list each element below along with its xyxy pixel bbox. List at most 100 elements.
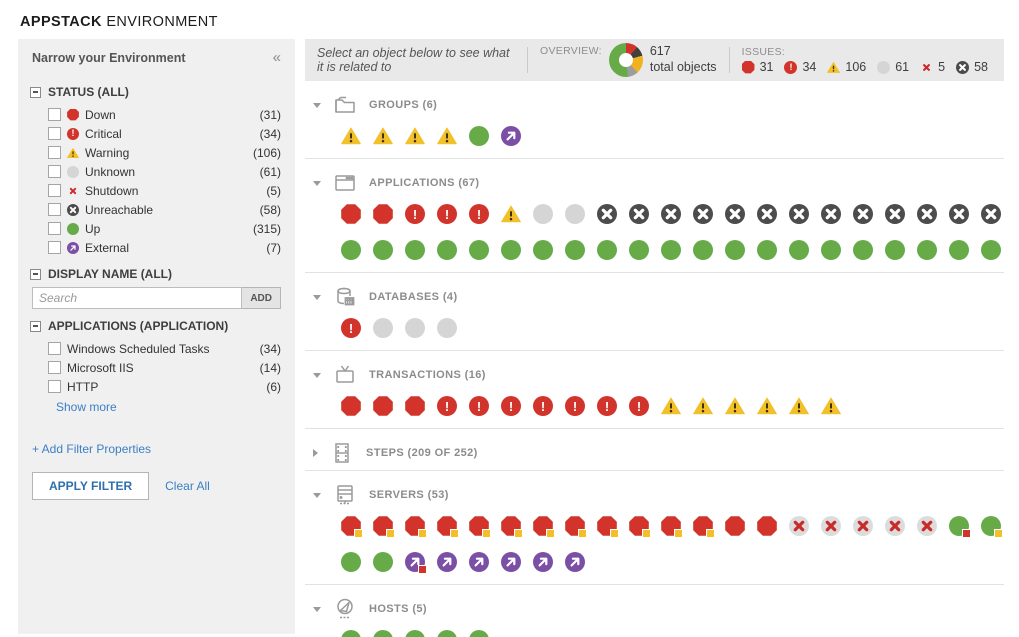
- up-status-icon[interactable]: [693, 240, 713, 260]
- up-status-icon[interactable]: [469, 126, 489, 146]
- status-filter-item-unknown[interactable]: Unknown (61): [30, 162, 283, 181]
- down-badge-warning-status-icon[interactable]: [565, 516, 587, 538]
- down-badge-warning-status-icon[interactable]: [469, 516, 491, 538]
- display-name-section-header[interactable]: DISPLAY NAME (ALL): [30, 267, 283, 281]
- up-status-icon[interactable]: [597, 240, 617, 260]
- collapse-minus-icon[interactable]: [30, 268, 41, 280]
- collapse-minus-icon[interactable]: [30, 86, 41, 98]
- chevron-down-icon[interactable]: [313, 492, 321, 498]
- status-filter-item-critical[interactable]: ! Critical (34): [30, 124, 283, 143]
- critical-checkbox[interactable]: [48, 127, 61, 140]
- up-status-icon[interactable]: [533, 240, 553, 260]
- up-status-icon[interactable]: [789, 240, 809, 260]
- up-status-icon[interactable]: [725, 240, 745, 260]
- external-status-icon[interactable]: [565, 552, 585, 572]
- collapse-minus-icon[interactable]: [30, 320, 41, 332]
- warning-status-icon[interactable]: [789, 396, 809, 416]
- critical-status-icon[interactable]: !: [501, 396, 521, 416]
- external-status-icon[interactable]: [437, 552, 457, 572]
- unknown-status-icon[interactable]: [405, 318, 425, 338]
- unknown-status-icon[interactable]: [533, 204, 553, 224]
- section-header-databases[interactable]: DATABASES (4): [305, 282, 1004, 312]
- down-status-icon[interactable]: [341, 204, 361, 224]
- show-more-link[interactable]: Show more: [56, 400, 117, 414]
- clear-all-link[interactable]: Clear All: [165, 479, 210, 493]
- unreachable-status-icon[interactable]: [981, 204, 1001, 224]
- down-status-icon[interactable]: [725, 516, 745, 536]
- chevron-right-icon[interactable]: [313, 449, 318, 457]
- up-status-icon[interactable]: [821, 240, 841, 260]
- up-status-icon[interactable]: [469, 630, 489, 637]
- unreachable-status-icon[interactable]: [949, 204, 969, 224]
- warning-checkbox[interactable]: [48, 146, 61, 159]
- display-name-search-input[interactable]: [32, 287, 243, 309]
- critical-status-icon[interactable]: !: [469, 204, 489, 224]
- warning-status-icon[interactable]: [725, 396, 745, 416]
- up-status-icon[interactable]: [469, 240, 489, 260]
- up-badge-warning-status-icon[interactable]: [981, 516, 1003, 538]
- unreachable-status-icon[interactable]: [757, 204, 777, 224]
- down-status-icon[interactable]: [373, 396, 393, 416]
- warning-status-icon[interactable]: [373, 126, 393, 146]
- section-header-steps[interactable]: STEPS (209 OF 252): [305, 438, 1004, 468]
- down-badge-warning-status-icon[interactable]: [437, 516, 459, 538]
- critical-status-icon[interactable]: !: [405, 204, 425, 224]
- critical-status-icon[interactable]: !: [565, 396, 585, 416]
- down-badge-warning-status-icon[interactable]: [341, 516, 363, 538]
- unknown-checkbox[interactable]: [48, 165, 61, 178]
- up-status-icon[interactable]: [437, 240, 457, 260]
- down-badge-warning-status-icon[interactable]: [501, 516, 523, 538]
- shutdown-circle-status-icon[interactable]: [885, 516, 905, 536]
- application-checkbox[interactable]: [48, 361, 61, 374]
- critical-status-icon[interactable]: !: [533, 396, 553, 416]
- critical-status-icon[interactable]: !: [469, 396, 489, 416]
- external-checkbox[interactable]: [48, 241, 61, 254]
- application-filter-item[interactable]: HTTP (6): [30, 377, 283, 396]
- warning-status-icon[interactable]: [757, 396, 777, 416]
- external-status-icon[interactable]: [501, 552, 521, 572]
- unreachable-status-icon[interactable]: [629, 204, 649, 224]
- critical-status-icon[interactable]: !: [437, 204, 457, 224]
- shutdown-circle-status-icon[interactable]: [853, 516, 873, 536]
- unreachable-status-icon[interactable]: [597, 204, 617, 224]
- up-status-icon[interactable]: [853, 240, 873, 260]
- external-status-icon[interactable]: [533, 552, 553, 572]
- down-badge-warning-status-icon[interactable]: [533, 516, 555, 538]
- chevron-down-icon[interactable]: [313, 606, 321, 612]
- status-filter-item-up[interactable]: Up (315): [30, 219, 283, 238]
- up-status-icon[interactable]: [341, 552, 361, 572]
- up-status-icon[interactable]: [341, 630, 361, 637]
- external-badge-critical-status-icon[interactable]: [405, 552, 427, 574]
- up-checkbox[interactable]: [48, 222, 61, 235]
- up-status-icon[interactable]: [501, 240, 521, 260]
- warning-status-icon[interactable]: [661, 396, 681, 416]
- up-status-icon[interactable]: [917, 240, 937, 260]
- status-filter-item-shutdown[interactable]: Shutdown (5): [30, 181, 283, 200]
- up-status-icon[interactable]: [437, 630, 457, 637]
- up-status-icon[interactable]: [405, 240, 425, 260]
- up-status-icon[interactable]: [949, 240, 969, 260]
- down-status-icon[interactable]: [405, 396, 425, 416]
- shutdown-circle-status-icon[interactable]: [917, 516, 937, 536]
- unreachable-status-icon[interactable]: [853, 204, 873, 224]
- warning-status-icon[interactable]: [405, 126, 425, 146]
- unreachable-status-icon[interactable]: [789, 204, 809, 224]
- status-filter-item-warning[interactable]: Warning (106): [30, 143, 283, 162]
- unknown-status-icon[interactable]: [437, 318, 457, 338]
- unreachable-status-icon[interactable]: [821, 204, 841, 224]
- unreachable-status-icon[interactable]: [917, 204, 937, 224]
- section-header-servers[interactable]: SERVERS (53): [305, 480, 1004, 510]
- down-badge-warning-status-icon[interactable]: [597, 516, 619, 538]
- applications-section-header[interactable]: APPLICATIONS (APPLICATION): [30, 319, 283, 333]
- up-status-icon[interactable]: [661, 240, 681, 260]
- unreachable-checkbox[interactable]: [48, 203, 61, 216]
- application-checkbox[interactable]: [48, 380, 61, 393]
- down-badge-warning-status-icon[interactable]: [693, 516, 715, 538]
- unreachable-status-icon[interactable]: [885, 204, 905, 224]
- unreachable-status-icon[interactable]: [661, 204, 681, 224]
- section-header-groups[interactable]: GROUPS (6): [305, 90, 1004, 120]
- unknown-status-icon[interactable]: [373, 318, 393, 338]
- warning-status-icon[interactable]: [341, 126, 361, 146]
- critical-status-icon[interactable]: !: [597, 396, 617, 416]
- warning-status-icon[interactable]: [693, 396, 713, 416]
